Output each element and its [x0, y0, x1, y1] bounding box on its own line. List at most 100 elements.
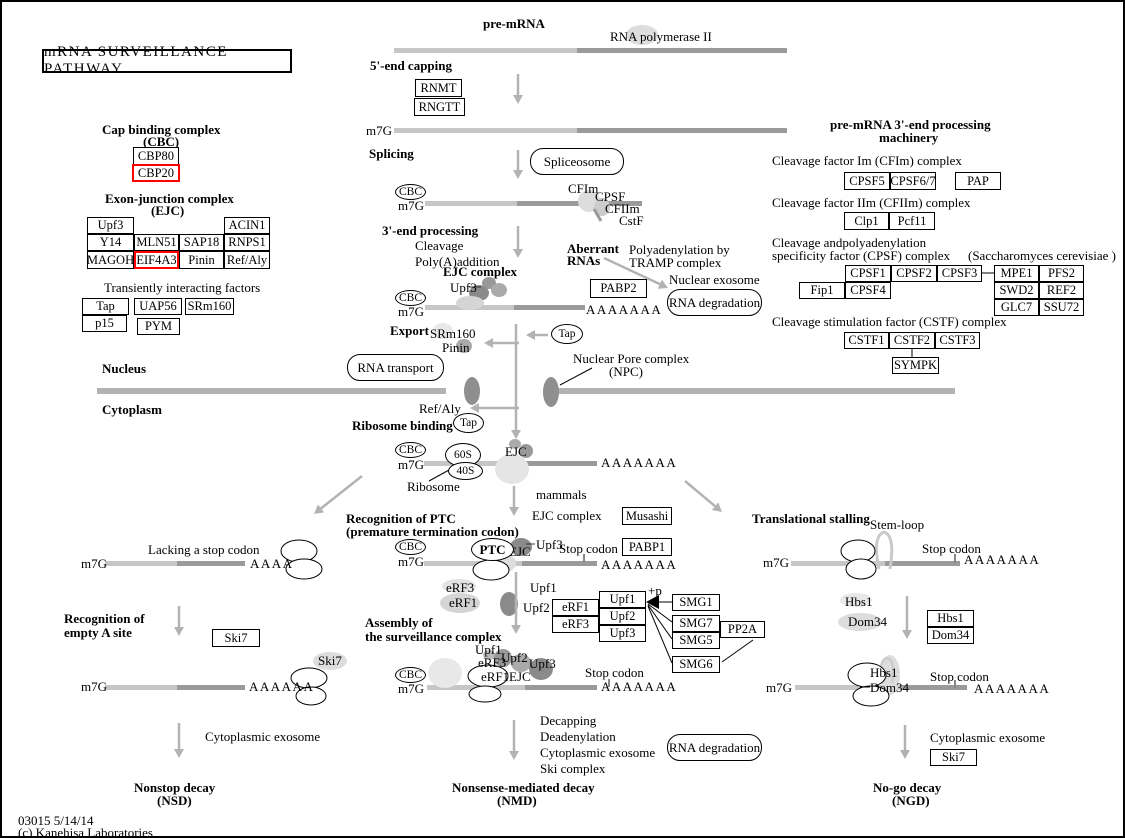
gene-box-erf1[interactable]: eRF1	[552, 599, 599, 616]
gene-box-uap56[interactable]: UAP56	[134, 298, 182, 315]
asm-blob-2	[483, 650, 495, 660]
arrow-branch-mid-head	[509, 507, 519, 516]
gene-box-cpsf4[interactable]: CPSF4	[845, 282, 891, 299]
gene-box-ski7[interactable]: Ski7	[212, 629, 260, 647]
gene-box-swd2[interactable]: SWD2	[994, 282, 1039, 299]
nuclear-membrane-right	[557, 388, 955, 394]
upf2-ptc-label: Upf2	[523, 600, 550, 615]
cbc-ellipse-1: CBC	[395, 184, 426, 200]
gene-box-smg5[interactable]: SMG5	[672, 632, 720, 649]
gene-box-erf3[interactable]: eRF3	[552, 616, 599, 633]
gene-box-mpe1[interactable]: MPE1	[994, 265, 1039, 282]
pathway-box-spliceosome[interactable]: Spliceosome	[530, 148, 624, 175]
arrow-capping-head	[513, 95, 523, 104]
gene-box-cpsf2[interactable]: CPSF2	[891, 265, 937, 282]
gene-box-cbp20[interactable]: CBP20	[132, 164, 180, 182]
gene-box-rnmt[interactable]: RNMT	[415, 79, 462, 97]
gene-box-smg6[interactable]: SMG6	[672, 656, 720, 673]
gene-box-pym[interactable]: PYM	[137, 318, 180, 335]
upf1-asm-label: Upf1	[475, 642, 502, 657]
cytoplasm-label: Cytoplasm	[102, 402, 162, 417]
rec-ptc-label-2: (premature termination codon)	[346, 524, 519, 539]
ribosome-pointer	[428, 469, 450, 482]
gene-box-dom34[interactable]: Dom34	[927, 627, 974, 644]
gene-box-pabp2[interactable]: PABP2	[590, 279, 647, 298]
gene-box-musashi[interactable]: Musashi	[622, 507, 672, 525]
smg6-connector	[647, 605, 673, 664]
gene-box-magoh[interactable]: MAGOH	[87, 251, 134, 269]
gene-box-sympk[interactable]: SYMPK	[892, 357, 939, 374]
gene-box-clp1[interactable]: Clp1	[844, 212, 889, 230]
gene-box-upf3-2[interactable]: Upf3	[599, 625, 646, 642]
gene-box-pfs2[interactable]: PFS2	[1039, 265, 1084, 282]
gene-box-refaly[interactable]: Ref/Aly	[224, 251, 270, 269]
gene-box-cpsf67[interactable]: CPSF6/7	[890, 172, 936, 190]
gene-box-smg1[interactable]: SMG1	[672, 594, 720, 611]
gene-box-p15[interactable]: p15	[82, 315, 127, 332]
asm-blob-4	[511, 654, 531, 672]
gene-box-cstf3[interactable]: CSTF3	[935, 332, 980, 349]
erf3-ptc-label: eRF3	[446, 580, 475, 595]
pre-mrna-label: pre-mRNA	[483, 16, 545, 31]
arrow-export-main-head	[511, 430, 521, 439]
m7g-right2: m7G	[766, 680, 792, 695]
gene-box-pap[interactable]: PAP	[955, 172, 1001, 190]
aberrant-label-2: RNAs	[567, 253, 601, 268]
mrna-1-5utr	[394, 48, 577, 53]
gene-box-cpsf1[interactable]: CPSF1	[845, 265, 891, 282]
pathway-box-rna-degradation-2[interactable]: RNA degradation	[667, 734, 762, 761]
gene-box-y14[interactable]: Y14	[87, 234, 134, 251]
gene-box-cstf2[interactable]: CSTF2	[889, 332, 935, 349]
aaaa-left2: AAAAAA	[249, 679, 315, 694]
mrna-6-5utr	[424, 561, 522, 566]
gene-box-hbs1[interactable]: Hbs1	[927, 610, 974, 627]
m7g-left1: m7G	[81, 556, 107, 571]
gene-box-upf2-2[interactable]: Upf2	[599, 608, 646, 625]
gene-box-pinin[interactable]: Pinin	[179, 251, 224, 269]
gene-box-ref2[interactable]: REF2	[1039, 282, 1084, 299]
gene-box-tap[interactable]: Tap	[82, 298, 129, 315]
gene-box-rngtt[interactable]: RNGTT	[414, 98, 465, 116]
aaa-1: AAAAAAA	[586, 302, 663, 317]
arrow-nmd-down-head	[509, 751, 519, 760]
gene-box-upf3[interactable]: Upf3	[87, 217, 134, 234]
cbc-ellipse-4: CBC	[395, 539, 426, 555]
gene-box-pabp1[interactable]: PABP1	[622, 538, 672, 556]
assembly-label-1: Assembly of	[365, 615, 433, 630]
ribosome-outline	[852, 685, 890, 707]
gene-box-ski7-2[interactable]: Ski7	[930, 749, 977, 766]
gene-box-cstf1[interactable]: CSTF1	[844, 332, 889, 349]
cbc-header-1: Cap binding complex	[102, 122, 221, 137]
gene-box-pp2a[interactable]: PP2A	[720, 621, 765, 638]
m7g-2: m7G	[398, 198, 424, 213]
ejc-rb-label: EJC	[505, 444, 527, 459]
gene-box-cbp80[interactable]: CBP80	[133, 147, 179, 165]
gene-box-smg7[interactable]: SMG7	[672, 615, 720, 632]
upf3-top-label: Upf3	[450, 280, 477, 295]
gene-box-pcf11[interactable]: Pcf11	[889, 212, 935, 230]
gene-box-mln51[interactable]: MLN51	[134, 234, 179, 251]
pathway-box-rna-transport[interactable]: RNA transport	[347, 354, 444, 381]
mrna-left1-3utr	[177, 561, 245, 566]
gene-box-acin1[interactable]: ACIN1	[224, 217, 270, 234]
cyto-exosome-right-label: Cytoplasmic exosome	[930, 730, 1046, 745]
gene-box-fip1[interactable]: Fip1	[799, 282, 845, 299]
gene-box-cpsf5[interactable]: CPSF5	[844, 172, 890, 190]
cstf-label: CstF	[619, 213, 644, 228]
gene-box-eif4a3[interactable]: EIF4A3	[134, 251, 179, 269]
mammals-label: mammals	[536, 487, 587, 502]
pathway-box-rna-degradation-1[interactable]: RNA degradation	[667, 289, 762, 316]
ejc-header-1: Exon-junction complex	[105, 191, 234, 206]
aaa-5: AAAAAAA	[964, 552, 1041, 567]
arrow-splicing-head	[513, 170, 523, 179]
dom34-ellipse-blob	[838, 613, 882, 631]
gene-box-srm160[interactable]: SRm160	[185, 298, 234, 315]
gene-box-rnps1[interactable]: RNPS1	[224, 234, 270, 251]
erf1-asm-label: eRF1	[481, 669, 510, 684]
gene-box-glc7[interactable]: GLC7	[994, 299, 1039, 316]
gene-box-upf1-2[interactable]: Upf1	[599, 591, 646, 608]
gene-box-ssu72[interactable]: SSU72	[1039, 299, 1084, 316]
gene-box-sap18[interactable]: SAP18	[179, 234, 224, 251]
gene-box-cpsf3[interactable]: CPSF3	[937, 265, 982, 282]
cstf-tail	[592, 208, 603, 222]
